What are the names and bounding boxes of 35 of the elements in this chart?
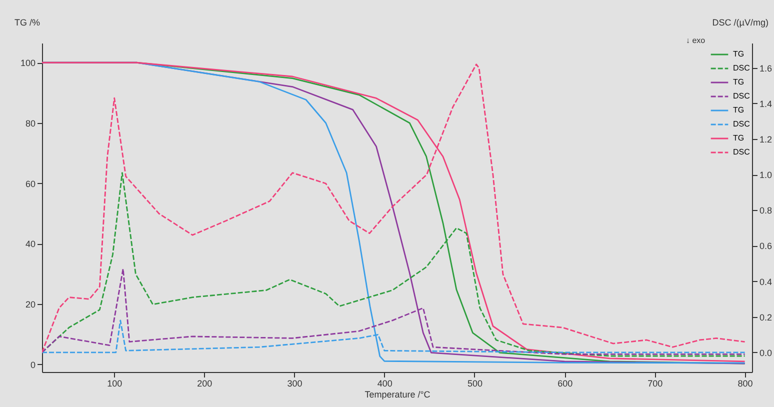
- x-axis-title: Temperature /°C: [364, 390, 431, 400]
- y-tick-label: 40: [25, 239, 36, 250]
- y2-tick-label: 1.4: [760, 98, 772, 109]
- legend-label: TG: [733, 134, 744, 142]
- y2-tick-label: 0.2: [760, 312, 772, 322]
- y-axis-title: TG /%: [14, 18, 40, 28]
- y2-tick-label: 0.4: [760, 276, 772, 287]
- y-tick-label: 20: [25, 300, 36, 310]
- y2-tick-label: 1.6: [760, 63, 772, 74]
- y2-tick-label: 0.6: [760, 241, 772, 252]
- legend-label: DSC: [733, 120, 750, 128]
- y-tick-label: 80: [25, 118, 36, 128]
- legend-label: TG: [733, 50, 744, 58]
- y2-tick-label: 1.0: [760, 170, 772, 180]
- legend-label: DSC: [733, 64, 750, 72]
- annotation: ↓ exo: [686, 36, 706, 45]
- x-tick-label: 800: [738, 378, 753, 388]
- legend-label: TG: [733, 78, 744, 86]
- legend-label: DSC: [733, 148, 750, 156]
- x-tick-label: 600: [558, 378, 573, 388]
- x-tick-label: 500: [467, 378, 483, 388]
- y-tick-label: 100: [20, 58, 36, 68]
- legend-label: DSC: [733, 92, 750, 100]
- y2-tick-label: 1.2: [760, 134, 772, 145]
- x-tick-label: 200: [197, 378, 212, 388]
- x-tick-label: 700: [648, 378, 663, 388]
- y2-tick-label: 0.8: [760, 206, 772, 216]
- y-tick-label: 0: [30, 360, 36, 370]
- x-tick-label: 400: [377, 378, 392, 388]
- x-tick-label: 300: [287, 378, 302, 388]
- x-tick-label: 100: [107, 378, 122, 388]
- y2-tick-label: 0.0: [760, 348, 772, 358]
- y2-axis-title: DSC /(µV/mg): [712, 18, 768, 28]
- legend-label: TG: [733, 106, 744, 114]
- y-tick-label: 60: [25, 178, 36, 189]
